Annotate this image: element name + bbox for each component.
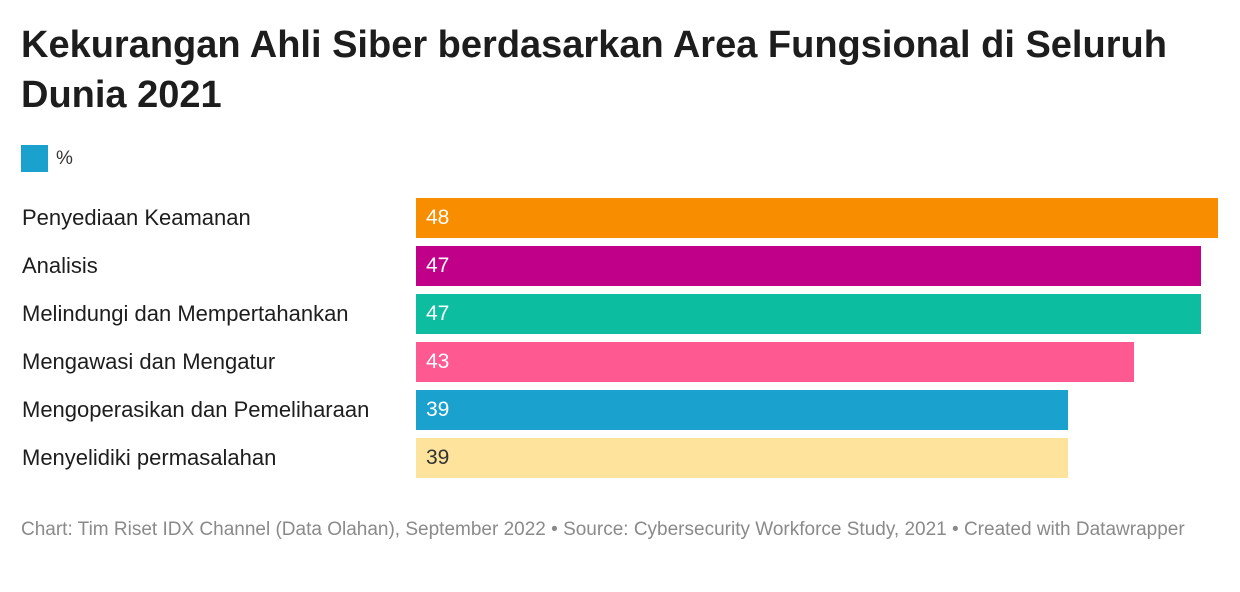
bar-value-label: 39 (426, 446, 450, 469)
bar-value-label: 47 (426, 302, 450, 325)
bar-value-label: 43 (426, 350, 450, 373)
bar-value-label: 47 (426, 254, 450, 277)
bar: 39 (416, 390, 1068, 430)
legend-swatch (21, 145, 48, 172)
legend-label: % (56, 147, 73, 169)
bar-category-label: Melindungi dan Mempertahankan (22, 301, 349, 326)
bar-category-label: Penyediaan Keamanan (22, 205, 251, 230)
bar: 43 (416, 342, 1134, 382)
bar: 39 (416, 438, 1068, 478)
bar-category-label: Menyelidiki permasalahan (22, 445, 277, 470)
bar: 48 (416, 198, 1218, 238)
bar-category-label: Mengawasi dan Mengatur (22, 349, 276, 374)
bar: 47 (416, 294, 1201, 334)
bar-category-label: Mengoperasikan dan Pemeliharaan (22, 397, 370, 422)
bar-category-label: Analisis (22, 253, 98, 278)
chart-footer: Chart: Tim Riset IDX Channel (Data Olaha… (21, 519, 1185, 540)
legend: % (21, 145, 73, 172)
bar: 47 (416, 246, 1201, 286)
chart-title: Kekurangan Ahli Siber berdasarkan Area F… (21, 24, 1167, 116)
bar-value-label: 39 (426, 398, 450, 421)
bar-value-label: 48 (426, 206, 450, 229)
